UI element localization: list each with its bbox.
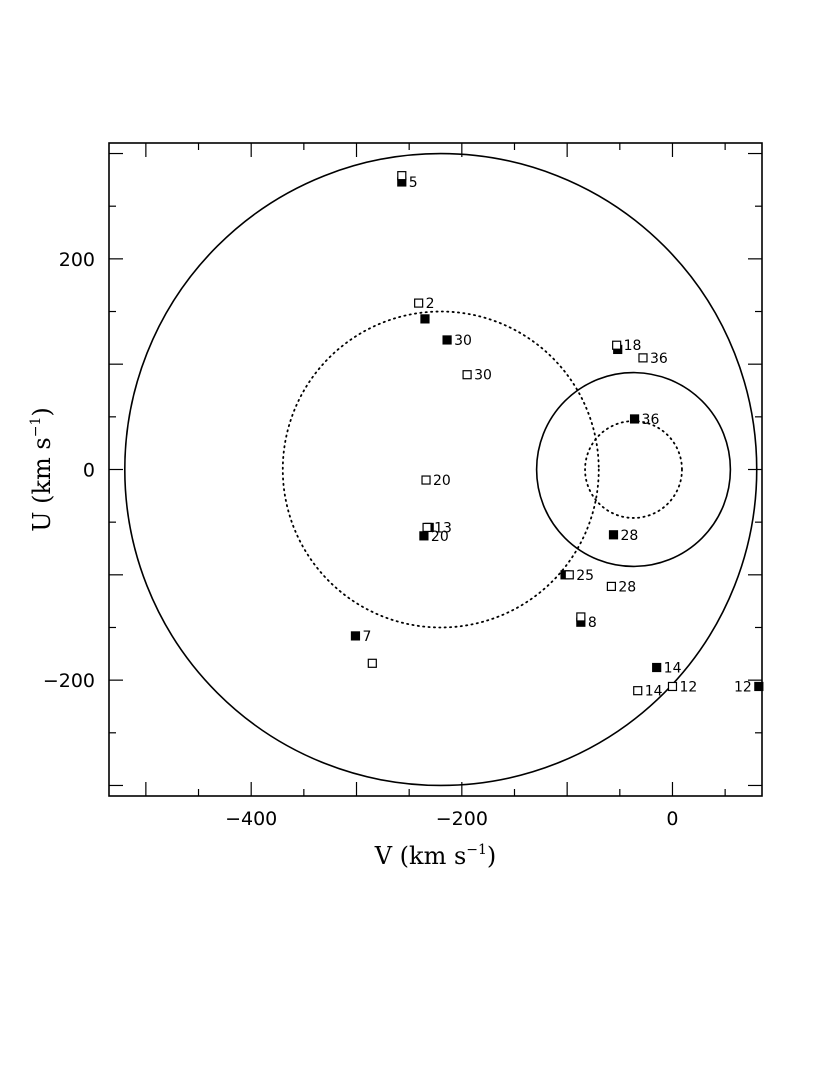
open-square-point [422,522,432,533]
open-square-point [414,298,424,308]
open-square-point [633,686,643,696]
point-label: 2 [426,296,435,312]
x-tick-label: −200 [436,808,488,830]
open-square-point [612,340,622,350]
open-square-point [421,475,431,485]
open-square-point [638,353,648,363]
y-tick-label: −200 [43,670,95,692]
point-label: 12 [679,679,697,695]
point-label: 20 [433,473,451,489]
filled-square-point [350,631,361,641]
filled-square-point [442,335,452,345]
point-label: 18 [624,338,642,354]
dotted-circle-1 [281,310,600,629]
plot-frame [108,142,763,797]
point-label: 30 [474,368,492,384]
point-label: 28 [618,579,636,595]
y-axis-title-exponent: −1 [28,417,44,438]
solid-circle-2 [535,371,732,568]
open-square-point [397,171,407,181]
point-label: 14 [645,684,663,700]
open-square-point [367,658,377,668]
open-square-point [606,581,616,592]
filled-square-point [629,414,640,424]
filled-square-point [420,314,430,324]
point-label: 8 [588,615,597,631]
point-label: 14 [664,661,682,677]
point-label: 13 [434,520,452,536]
filled-square-point [754,681,764,692]
x-axis-title-main: V (km s [374,842,467,870]
point-label: 28 [620,528,638,544]
x-tick-label: 0 [666,808,678,830]
point-label: 12 [734,679,752,695]
open-square-point [667,681,678,692]
filled-square-point [608,530,619,540]
y-tick-label: 200 [59,249,95,271]
point-label: 30 [454,333,472,349]
x-axis-title: V (km s−1) [374,842,497,870]
filled-square-point [419,531,429,541]
open-square-point [462,370,472,380]
filled-square-point [652,662,662,673]
x-tick-label: −400 [225,808,277,830]
y-tick-label: 0 [83,460,95,482]
point-label: 7 [362,629,371,645]
point-label: 36 [650,351,668,367]
ticks-layer: −400 −200 0 200 0 −200 [43,143,762,830]
x-axis-title-close: ) [487,842,496,870]
y-axis-title-close: ) [28,407,56,416]
point-label: 36 [642,412,660,428]
y-axis-title: U (km s−1) [28,407,56,531]
points-layer [350,171,764,696]
point-label: 25 [576,568,594,584]
x-axis-title-exponent: −1 [466,842,487,858]
y-axis-title-main: U (km s [28,437,56,531]
open-square-point [564,570,574,580]
point-label: 5 [409,175,418,191]
point-label: 20 [431,529,449,545]
open-square-point [576,612,586,622]
